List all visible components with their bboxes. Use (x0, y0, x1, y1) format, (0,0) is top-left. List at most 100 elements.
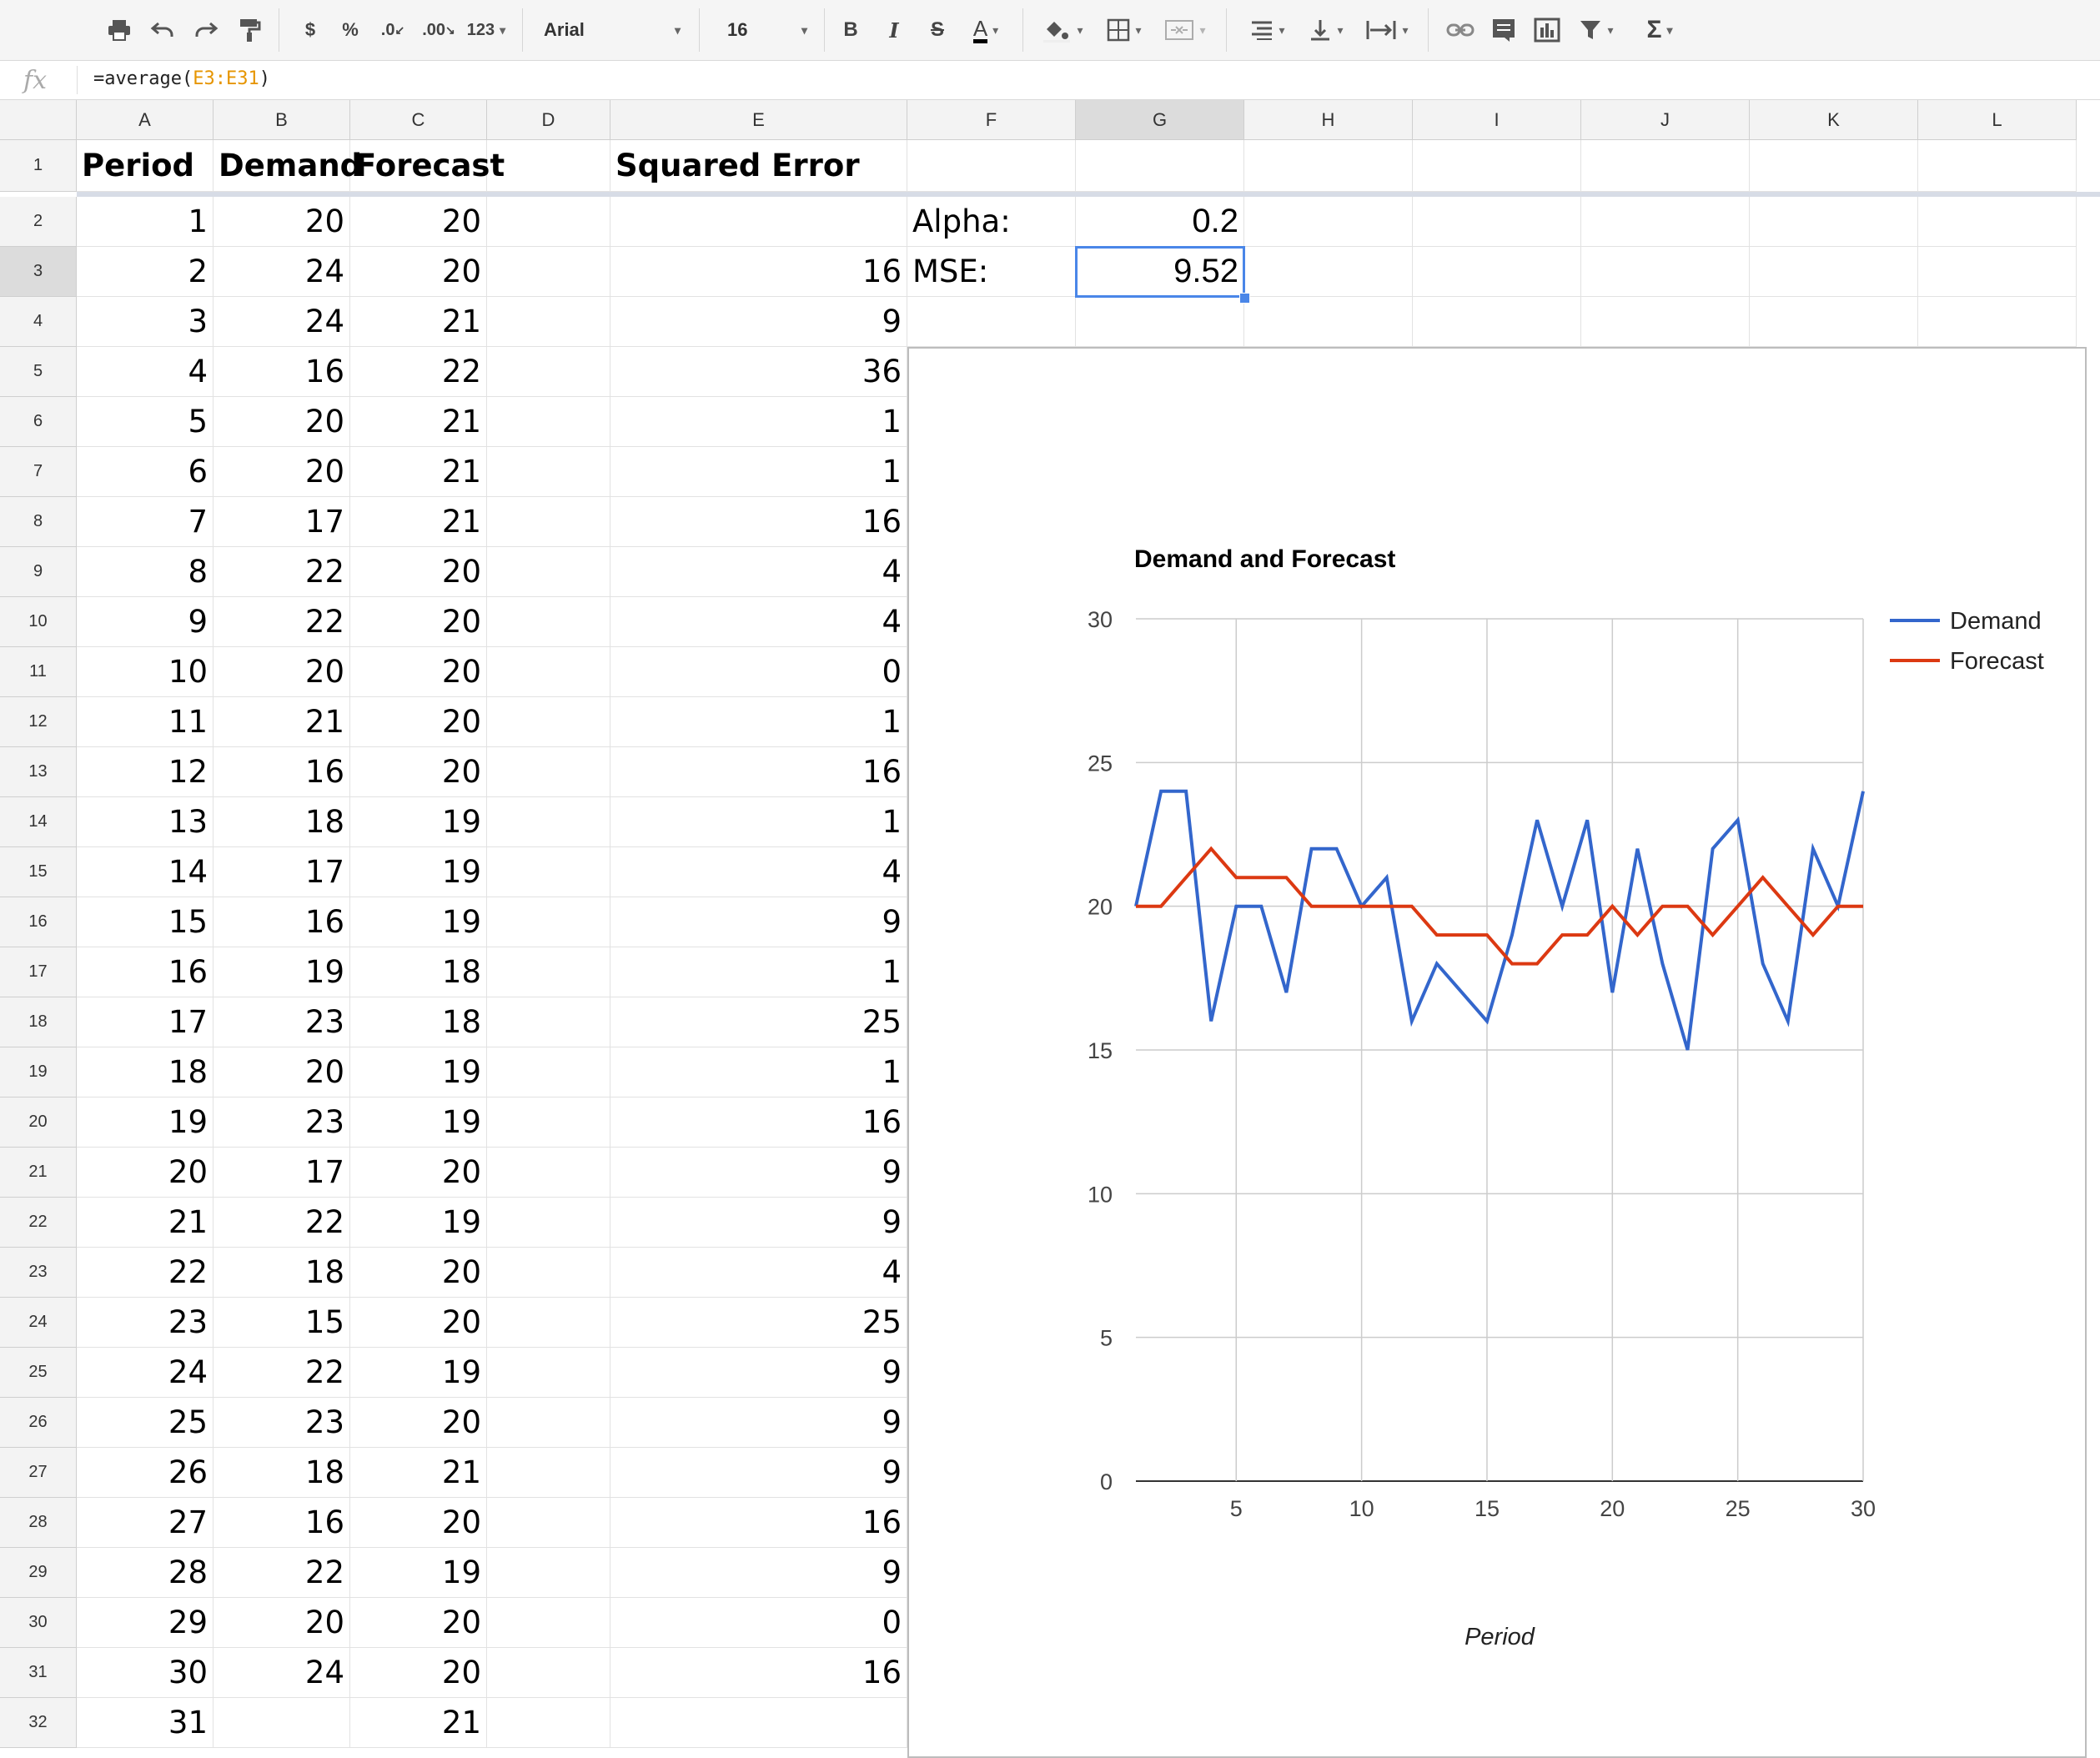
cell-b5[interactable]: 16 (214, 347, 350, 397)
cell-a4[interactable]: 3 (77, 297, 214, 347)
row-header[interactable]: 21 (0, 1148, 77, 1198)
valign-icon[interactable]: ▾ (1301, 10, 1351, 50)
cell-c6[interactable]: 21 (350, 397, 487, 447)
row-header[interactable]: 27 (0, 1448, 77, 1498)
cell-a5[interactable]: 4 (77, 347, 214, 397)
increase-decimal-button[interactable]: .00 ↘ (422, 20, 455, 39)
cell-c3[interactable]: 20 (350, 247, 487, 297)
font-size-dropdown[interactable]: 16 ▾ (727, 19, 807, 40)
cell-e8[interactable]: 16 (610, 497, 907, 547)
row-header[interactable]: 29 (0, 1548, 77, 1598)
merge-icon[interactable]: ▾ (1158, 10, 1213, 50)
column-header-j[interactable]: J (1581, 100, 1750, 140)
cell-a1[interactable]: Period (77, 140, 214, 192)
cell-b29[interactable]: 22 (214, 1548, 350, 1598)
cell-b23[interactable]: 18 (214, 1248, 350, 1298)
row-header[interactable]: 24 (0, 1298, 77, 1348)
cell-c31[interactable]: 20 (350, 1648, 487, 1698)
cell-b30[interactable]: 20 (214, 1598, 350, 1648)
cell-a9[interactable]: 8 (77, 547, 214, 597)
cell-e10[interactable]: 4 (610, 597, 907, 647)
row-header[interactable]: 18 (0, 997, 77, 1047)
row-header[interactable]: 28 (0, 1498, 77, 1548)
line-chart[interactable]: Demand and Forecast 0 5 10 15 20 25 30 5 10 15 20 25… (907, 347, 2087, 1758)
cell-c12[interactable]: 20 (350, 697, 487, 747)
row-header[interactable]: 6 (0, 397, 77, 447)
formula-input[interactable]: =average(E3:E31) (93, 68, 270, 89)
cell-e16[interactable]: 9 (610, 897, 907, 947)
cell-c26[interactable]: 20 (350, 1398, 487, 1448)
cell-c30[interactable]: 20 (350, 1598, 487, 1648)
link-icon[interactable] (1441, 10, 1480, 50)
cell-c25[interactable]: 19 (350, 1348, 487, 1398)
cell-b31[interactable]: 24 (214, 1648, 350, 1698)
row-header[interactable]: 7 (0, 447, 77, 497)
cell-c18[interactable]: 18 (350, 997, 487, 1047)
cell-e20[interactable]: 16 (610, 1097, 907, 1148)
row-header[interactable]: 15 (0, 847, 77, 897)
select-all-corner[interactable] (0, 100, 77, 140)
column-header-c[interactable]: C (350, 100, 487, 140)
cell-a17[interactable]: 16 (77, 947, 214, 997)
cell-e3[interactable]: 16 (610, 247, 907, 297)
wrap-icon[interactable]: ▾ (1359, 10, 1414, 50)
cell-b4[interactable]: 24 (214, 297, 350, 347)
cell-f2[interactable]: Alpha: (907, 197, 1076, 247)
row-header[interactable]: 26 (0, 1398, 77, 1448)
cell-b10[interactable]: 22 (214, 597, 350, 647)
cell-c11[interactable]: 20 (350, 647, 487, 697)
fill-color-icon[interactable]: ▾ (1036, 10, 1089, 50)
cell-b16[interactable]: 16 (214, 897, 350, 947)
cell-c21[interactable]: 20 (350, 1148, 487, 1198)
borders-icon[interactable]: ▾ (1099, 10, 1149, 50)
cell-b25[interactable]: 22 (214, 1348, 350, 1398)
cell-g2[interactable]: 0.2 (1076, 197, 1244, 247)
cell-e6[interactable]: 1 (610, 397, 907, 447)
row-header[interactable]: 14 (0, 797, 77, 847)
cell-e19[interactable]: 1 (610, 1047, 907, 1097)
cell-c16[interactable]: 19 (350, 897, 487, 947)
column-header-k[interactable]: K (1750, 100, 1918, 140)
cell-b17[interactable]: 19 (214, 947, 350, 997)
row-header[interactable]: 3 (0, 247, 77, 297)
cell-a10[interactable]: 9 (77, 597, 214, 647)
row-header[interactable]: 31 (0, 1648, 77, 1698)
column-header-i[interactable]: I (1413, 100, 1581, 140)
cell-e18[interactable]: 25 (610, 997, 907, 1047)
cell-c15[interactable]: 19 (350, 847, 487, 897)
cell-c17[interactable]: 18 (350, 947, 487, 997)
cell-e29[interactable]: 9 (610, 1548, 907, 1598)
functions-icon[interactable]: Σ ▾ (1646, 16, 1673, 43)
cell-b3[interactable]: 24 (214, 247, 350, 297)
frozen-row-divider[interactable] (77, 192, 2100, 197)
cell-e13[interactable]: 16 (610, 747, 907, 797)
row-header[interactable]: 4 (0, 297, 77, 347)
filter-icon[interactable]: ▾ (1571, 10, 1621, 50)
italic-button[interactable]: I (889, 18, 899, 43)
align-icon[interactable]: ▾ (1252, 21, 1285, 40)
cell-b8[interactable]: 17 (214, 497, 350, 547)
cell-a27[interactable]: 26 (77, 1448, 214, 1498)
cell-a20[interactable]: 19 (77, 1097, 214, 1148)
cell-a15[interactable]: 14 (77, 847, 214, 897)
cell-e5[interactable]: 36 (610, 347, 907, 397)
cell-c20[interactable]: 19 (350, 1097, 487, 1148)
cell-e27[interactable]: 9 (610, 1448, 907, 1498)
cell-a2[interactable]: 1 (77, 197, 214, 247)
row-header[interactable]: 10 (0, 597, 77, 647)
cell-b26[interactable]: 23 (214, 1398, 350, 1448)
column-header-g[interactable]: G (1076, 100, 1244, 140)
chart-icon[interactable] (1528, 10, 1566, 50)
redo-icon[interactable] (187, 10, 225, 50)
cell-b6[interactable]: 20 (214, 397, 350, 447)
strikethrough-button[interactable]: S (930, 18, 944, 41)
cell-b12[interactable]: 21 (214, 697, 350, 747)
row-header[interactable]: 19 (0, 1047, 77, 1097)
cell-f3[interactable]: MSE: (907, 247, 1076, 297)
cell-c19[interactable]: 19 (350, 1047, 487, 1097)
cell-a22[interactable]: 21 (77, 1198, 214, 1248)
cell-c5[interactable]: 22 (350, 347, 487, 397)
cell-e23[interactable]: 4 (610, 1248, 907, 1298)
comment-icon[interactable] (1485, 10, 1523, 50)
cell-b14[interactable]: 18 (214, 797, 350, 847)
